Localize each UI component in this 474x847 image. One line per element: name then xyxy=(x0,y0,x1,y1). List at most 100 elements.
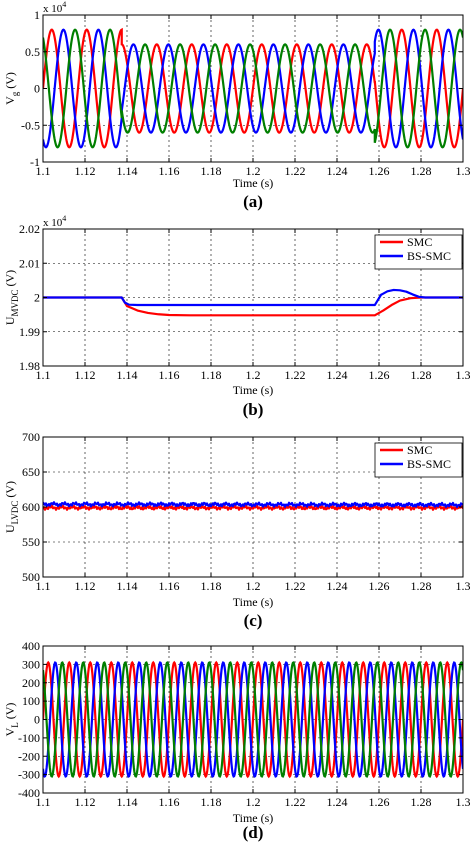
x-tick-label: 1.24 xyxy=(327,795,348,809)
y-axis-label: VL (V) xyxy=(3,703,20,737)
x-tick-label: 1.1 xyxy=(36,579,51,593)
x-tick-label: 1.18 xyxy=(201,795,222,809)
y-tick-label: 300 xyxy=(22,657,40,671)
chart-panel-b: 1.1 1.12 1.14 1.16 1.18 1.2 1.22 1.24 1.26 1.28 1.… xyxy=(3,214,471,419)
x-tick-label: 1.1 xyxy=(36,368,51,382)
x-tick-label: 1.3 xyxy=(456,164,471,178)
x-tick-label: 1.26 xyxy=(369,579,390,593)
phase-line-1 xyxy=(43,660,463,779)
phase-line-2 xyxy=(43,28,463,149)
x-tick-label: 1.28 xyxy=(411,579,432,593)
x-tick-label: 1.3 xyxy=(456,579,471,593)
y-tick-label: 1.98 xyxy=(19,359,40,373)
y-tick-label: 500 xyxy=(22,570,40,584)
y-tick-label: 650 xyxy=(22,465,40,479)
x-tick-label: 1.28 xyxy=(411,368,432,382)
legend-label: SMC xyxy=(407,443,432,457)
x-tick-label: 1.26 xyxy=(369,368,390,382)
chart-panel-d: 1.1 1.12 1.14 1.16 1.18 1.2 1.22 1.24 1.26 1.28 1.… xyxy=(3,639,471,842)
panel-label: (a) xyxy=(243,192,263,211)
legend-label: SMC xyxy=(407,235,432,249)
x-tick-label: 1.28 xyxy=(411,164,432,178)
x-tick-label: 1.12 xyxy=(75,164,96,178)
x-tick-label: 1.14 xyxy=(117,368,138,382)
x-tick-label: 1.2 xyxy=(246,368,261,382)
x-axis-label: Time (s) xyxy=(233,595,274,609)
x-tick-label: 1.1 xyxy=(36,795,51,809)
x-tick-label: 1.14 xyxy=(117,164,138,178)
y-tick-label: 600 xyxy=(22,500,40,514)
x-tick-label: 1.18 xyxy=(201,368,222,382)
x-tick-label: 1.16 xyxy=(159,368,180,382)
x-tick-label: 1.3 xyxy=(456,795,471,809)
panel-label: (c) xyxy=(244,611,263,630)
x-tick-label: 1.14 xyxy=(117,579,138,593)
x-tick-label: 1.28 xyxy=(411,795,432,809)
x-tick-label: 1.2 xyxy=(246,579,261,593)
series-line-bs-smc xyxy=(43,501,463,509)
legend-box xyxy=(374,442,463,478)
y-tick-label: 2.01 xyxy=(19,256,40,270)
x-tick-label: 1.3 xyxy=(456,368,471,382)
x-axis-label: Time (s) xyxy=(233,383,274,397)
plot-area xyxy=(43,660,463,779)
x-tick-label: 1.22 xyxy=(285,368,306,382)
x-tick-label: 1.16 xyxy=(159,164,180,178)
y-axis-label: Vg (V) xyxy=(3,72,20,105)
y-tick-label: 700 xyxy=(22,430,40,444)
x-tick-label: 1.14 xyxy=(117,795,138,809)
legend-label: BS-SMC xyxy=(407,249,451,263)
x-tick-label: 1.12 xyxy=(75,795,96,809)
y-tick-label: 200 xyxy=(22,676,40,690)
legend-box xyxy=(374,234,463,270)
y-tick-label: -0.5 xyxy=(21,118,40,132)
y-tick-label: -1 xyxy=(30,155,40,169)
y-tick-label: 0 xyxy=(34,82,40,96)
x-tick-label: 1.24 xyxy=(327,164,348,178)
phase-line-3 xyxy=(43,28,463,149)
panel-label: (b) xyxy=(243,400,264,419)
y-tick-label: -300 xyxy=(18,768,40,782)
y-axis-label: UMVDC (V) xyxy=(3,270,20,325)
phase-line-3 xyxy=(43,661,463,778)
plot-area xyxy=(43,27,463,149)
x-tick-label: 1.24 xyxy=(327,579,348,593)
y-tick-label: 2.02 xyxy=(19,222,40,236)
plot-area xyxy=(43,501,463,511)
y-axis-label: ULVDC (V) xyxy=(3,481,20,533)
panel-label: (d) xyxy=(243,823,264,842)
y-tick-label: 400 xyxy=(22,639,40,653)
y-tick-label: 550 xyxy=(22,535,40,549)
y-tick-label: -200 xyxy=(18,749,40,763)
y-tick-label: 2 xyxy=(34,291,40,305)
x-tick-label: 1.2 xyxy=(246,164,261,178)
series-line-smc xyxy=(43,504,463,511)
series-line-smc xyxy=(43,296,463,317)
x-tick-label: 1.18 xyxy=(201,579,222,593)
x-tick-label: 1.1 xyxy=(36,164,51,178)
chart-panel-c: 1.1 1.12 1.14 1.16 1.18 1.2 1.22 1.24 1.26 1.28 1.… xyxy=(3,430,471,630)
y-tick-label: -100 xyxy=(18,731,40,745)
x-tick-label: 1.16 xyxy=(159,795,180,809)
x-axis-label: Time (s) xyxy=(233,176,274,190)
x-tick-label: 1.16 xyxy=(159,579,180,593)
plot-area xyxy=(43,288,463,317)
y-tick-label: 100 xyxy=(22,694,40,708)
y-tick-label: 0.5 xyxy=(25,45,40,59)
x-tick-label: 1.22 xyxy=(285,164,306,178)
legend-label: BS-SMC xyxy=(407,457,451,471)
axis-exponent: x 104 xyxy=(43,0,66,15)
x-tick-label: 1.12 xyxy=(75,579,96,593)
y-tick-label: 1.99 xyxy=(19,325,40,339)
y-tick-label: 1 xyxy=(34,8,40,22)
y-tick-label: 0 xyxy=(34,713,40,727)
phase-line-2 xyxy=(43,661,463,778)
x-tick-label: 1.22 xyxy=(285,795,306,809)
x-tick-label: 1.12 xyxy=(75,368,96,382)
x-tick-label: 1.26 xyxy=(369,164,390,178)
x-tick-label: 1.18 xyxy=(201,164,222,178)
x-tick-label: 1.2 xyxy=(246,795,261,809)
